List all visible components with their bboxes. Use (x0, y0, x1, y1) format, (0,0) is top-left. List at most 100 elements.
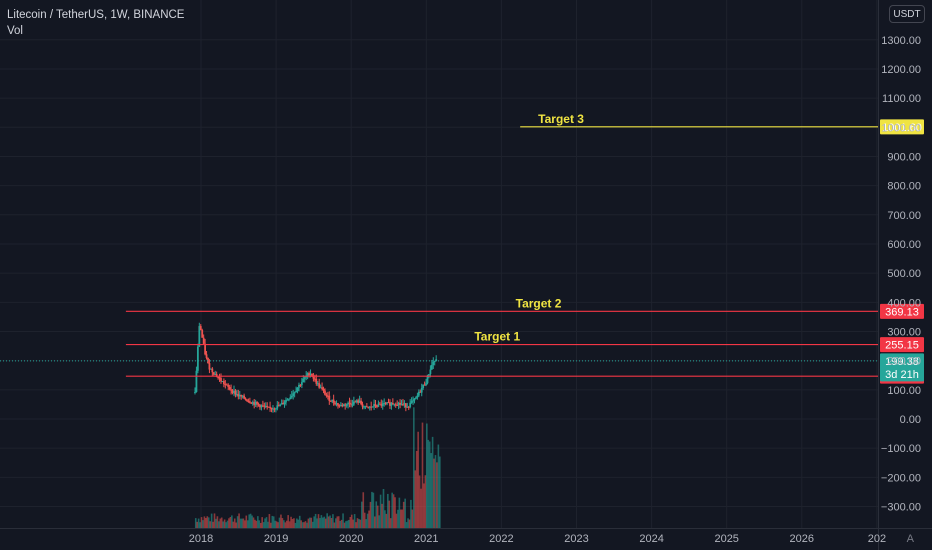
candle-body (253, 402, 256, 405)
volume-bar (420, 488, 422, 528)
candle-body (204, 343, 207, 355)
volume-bar (254, 519, 256, 528)
candle-body (430, 364, 433, 370)
auto-scale-button[interactable]: A (906, 533, 914, 545)
candle-body (358, 400, 361, 403)
candle-body (321, 387, 323, 389)
candle-body (393, 404, 396, 406)
candle-body (417, 391, 420, 396)
volume-bar (317, 514, 320, 528)
volume-bar (203, 516, 206, 528)
y-tick-label: 1000.00 (881, 122, 921, 134)
volume-bar (309, 517, 311, 528)
volume-bar (245, 515, 248, 528)
volume-bar (330, 517, 333, 528)
level-price-label: 369.13 (885, 306, 919, 318)
volume-bar (270, 522, 272, 528)
volume-indicator-label[interactable]: Vol (7, 25, 23, 37)
candle-body (386, 402, 388, 404)
candle-body (394, 404, 397, 406)
volume-bar (225, 522, 227, 528)
y-tick-label: 200.00 (887, 356, 921, 368)
candle-body (300, 382, 303, 385)
candle-body (348, 402, 351, 404)
volume-bar (381, 503, 383, 528)
candle-body (370, 406, 373, 408)
volume-bar (392, 494, 395, 528)
volume-bar (348, 519, 350, 528)
candle-body (332, 399, 335, 403)
candle-body (367, 407, 370, 409)
volume-bar (262, 522, 265, 528)
candle-body (240, 394, 243, 397)
x-tick-label: 2020 (339, 533, 363, 545)
volume-bar (397, 509, 399, 528)
volume-bar (323, 516, 326, 528)
volume-bar (278, 517, 281, 528)
candle-body (195, 370, 198, 392)
volume-bar (210, 513, 213, 528)
candle-body (423, 384, 426, 386)
candle-body (254, 401, 257, 405)
volume-bar (259, 522, 262, 528)
volume-bar (206, 516, 209, 528)
candle-body (347, 402, 349, 405)
volume-bar (199, 522, 201, 528)
volume-bar (216, 516, 219, 528)
candle-body (313, 378, 316, 380)
symbol-title[interactable]: Litecoin / TetherUS, 1W, BINANCE (7, 9, 185, 21)
level-price-label: 255.15 (885, 340, 919, 352)
y-tick-label: 1200.00 (881, 64, 921, 76)
volume-bar (382, 488, 385, 528)
volume-bar (205, 518, 207, 528)
candle-body (235, 394, 238, 396)
candle-body (428, 374, 430, 376)
candle-body (338, 405, 341, 407)
x-tick-label: 2024 (639, 533, 663, 545)
volume-bar (239, 518, 242, 528)
x-tick-label: 2023 (564, 533, 588, 545)
candle-body (202, 337, 205, 344)
candle-body (208, 363, 211, 370)
candle-body (402, 404, 404, 406)
candle-body (234, 390, 237, 395)
candle-body (380, 404, 383, 406)
target-annotation[interactable]: Target 1 (474, 330, 520, 344)
candle-body (250, 402, 253, 404)
volume-bar (421, 422, 424, 528)
candle-body (342, 404, 345, 407)
volume-bar (417, 431, 419, 528)
volume-bar (311, 521, 314, 528)
candle-body (221, 381, 224, 383)
candle-body (433, 360, 436, 362)
candle-body (329, 400, 332, 402)
candle-body (339, 404, 342, 406)
candle-body (377, 403, 380, 407)
volume-bar (272, 516, 275, 528)
candle-body (266, 406, 269, 408)
candle-body (201, 330, 204, 338)
volume-bar (285, 520, 288, 528)
candle-body (263, 405, 266, 407)
candle-body (397, 402, 400, 406)
volume-bar (197, 518, 200, 528)
volume-bar (297, 519, 300, 528)
volume-bar (277, 522, 279, 528)
candle-body (215, 374, 218, 377)
volume-bar (359, 519, 362, 528)
x-tick-label: 2019 (264, 533, 288, 545)
volume-bar (322, 517, 324, 528)
volume-bar (433, 458, 435, 528)
currency-badge[interactable]: USDT (889, 5, 925, 23)
candle-body (399, 402, 401, 405)
level-price-badge (880, 303, 924, 319)
target-annotation[interactable]: Target 2 (516, 296, 562, 310)
candle-body (357, 400, 360, 403)
candle-body (205, 354, 208, 358)
target-annotation[interactable]: Target 3 (538, 112, 584, 126)
volume-bar (389, 518, 392, 528)
volume-bar (411, 509, 414, 528)
candle-body (374, 404, 377, 407)
